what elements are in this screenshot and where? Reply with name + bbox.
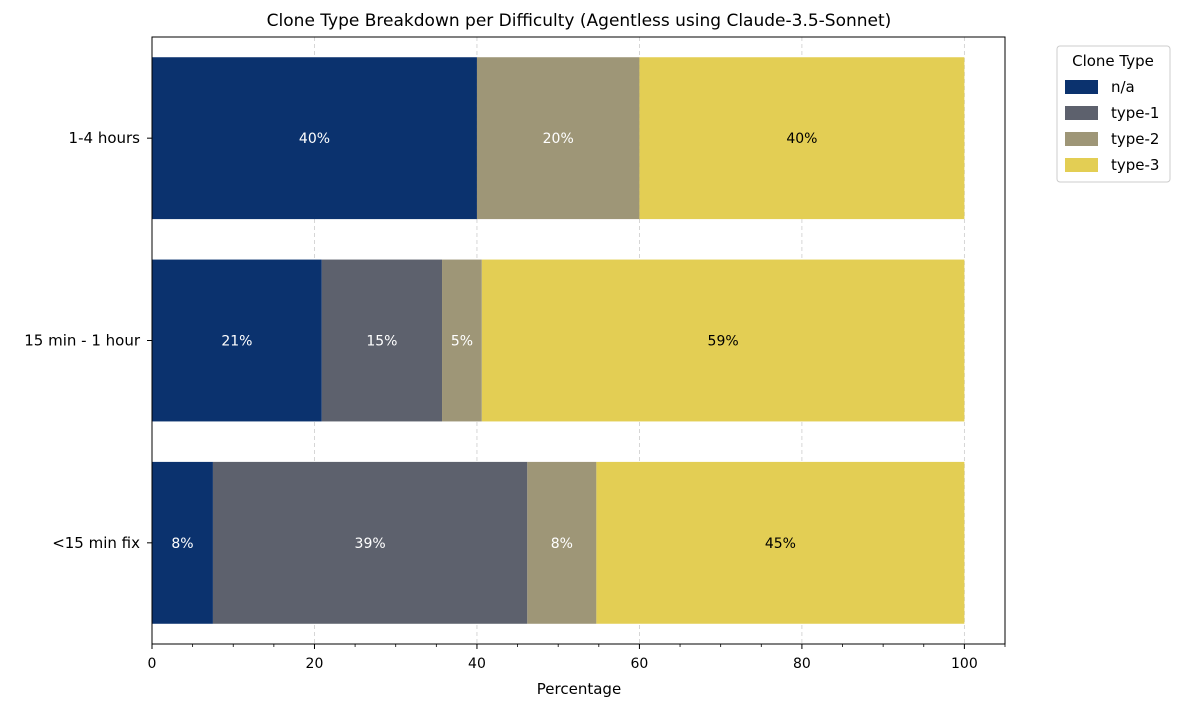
legend-label: n/a xyxy=(1111,78,1135,96)
legend-swatch xyxy=(1065,106,1098,120)
legend: Clone Type n/a type-1 type-2 type-3 xyxy=(1056,45,1171,183)
y-axis-ticks: 1-4 hours 15 min - 1 hour <15 min fix xyxy=(24,129,152,552)
x-tick-label: 20 xyxy=(306,656,324,672)
bar-segment xyxy=(212,461,528,624)
legend-label: type-1 xyxy=(1111,104,1159,122)
x-axis-label: Percentage xyxy=(537,680,621,698)
y-tick-label: 1-4 hours xyxy=(69,129,141,147)
bar-segment xyxy=(481,259,965,422)
x-tick-label: 100 xyxy=(951,656,978,672)
bar-labels: 40% 20% 40% 21% 15% 5% 59% 8% 39% 8% 45% xyxy=(171,131,817,552)
legend-swatch xyxy=(1065,132,1098,146)
data-label: 39% xyxy=(355,536,386,552)
bar-segment xyxy=(442,259,482,422)
x-axis-ticks: 0 20 40 60 80 100 xyxy=(148,644,1006,672)
x-tick-label: 80 xyxy=(793,656,811,672)
x-tick-label: 60 xyxy=(631,656,649,672)
bar-segment xyxy=(527,461,597,624)
data-label: 8% xyxy=(171,536,193,552)
bar-segment xyxy=(639,57,965,220)
legend-title: Clone Type xyxy=(1072,52,1154,70)
bar-segment xyxy=(476,57,640,220)
legend-label: type-2 xyxy=(1111,130,1159,148)
bar-segment xyxy=(596,461,965,624)
data-label: 20% xyxy=(543,131,574,147)
y-tick-label: 15 min - 1 hour xyxy=(24,332,141,350)
legend-items: n/a type-1 type-2 type-3 xyxy=(1065,78,1159,174)
data-label: 45% xyxy=(765,536,796,552)
x-tick-label: 0 xyxy=(148,656,157,672)
bar-segment xyxy=(152,57,477,220)
x-tick-label: 40 xyxy=(468,656,486,672)
data-label: 21% xyxy=(221,334,252,350)
bars xyxy=(152,57,965,624)
data-label: 40% xyxy=(786,131,817,147)
data-label: 59% xyxy=(708,334,739,350)
data-label: 40% xyxy=(299,131,330,147)
chart-title: Clone Type Breakdown per Difficulty (Age… xyxy=(267,11,892,31)
data-label: 15% xyxy=(366,334,397,350)
data-label: 8% xyxy=(551,536,573,552)
bar-segment xyxy=(321,259,443,422)
bar-segment xyxy=(152,461,213,624)
legend-swatch xyxy=(1065,158,1098,172)
legend-swatch xyxy=(1065,80,1098,94)
bar-segment xyxy=(152,259,322,422)
legend-label: type-3 xyxy=(1111,156,1159,174)
data-label: 5% xyxy=(451,334,473,350)
y-tick-label: <15 min fix xyxy=(52,534,140,552)
